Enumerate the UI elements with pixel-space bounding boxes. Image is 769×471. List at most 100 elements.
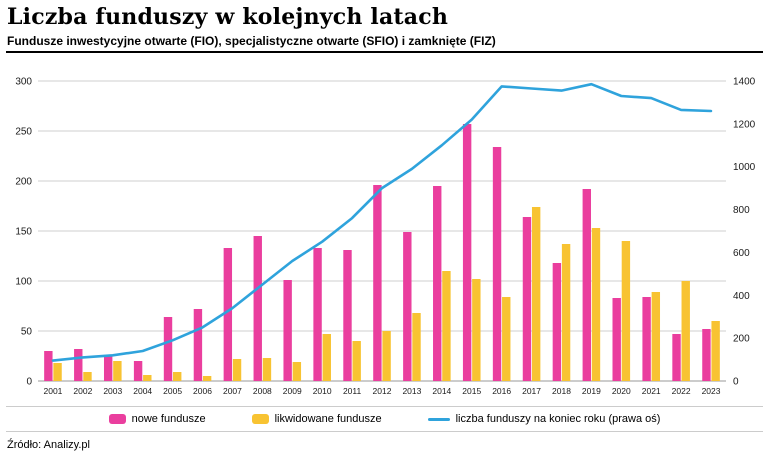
- bar-new-funds: [492, 147, 502, 381]
- bar-liquidated-funds: [322, 334, 331, 381]
- bar-new-funds: [133, 361, 143, 381]
- x-axis-label: 2011: [343, 386, 362, 396]
- line-total-funds: [51, 82, 713, 362]
- y-axis-right-label: 0: [733, 377, 739, 388]
- legend-label-new-funds: nowe fundusze: [131, 413, 206, 425]
- legend-swatch-new-funds-icon: [108, 414, 126, 424]
- bar-new-funds: [462, 124, 472, 381]
- legend-label-total-funds-line: liczba funduszy na koniec roku (prawa oś…: [455, 413, 661, 425]
- legend-item-new-funds: nowe fundusze: [108, 413, 206, 425]
- bar-new-funds: [642, 297, 651, 381]
- x-axis-label: 2010: [313, 386, 332, 396]
- y-axis-right-label: 1200: [733, 119, 756, 130]
- bar-new-funds: [403, 232, 412, 381]
- bar-liquidated-funds: [53, 363, 62, 381]
- bar-new-funds: [223, 248, 233, 381]
- bar-new-funds: [163, 317, 173, 381]
- bar-liquidated-funds: [442, 271, 451, 381]
- bar-new-funds: [702, 329, 711, 381]
- x-axis-label: 2015: [462, 386, 481, 396]
- bar-liquidated-funds: [681, 281, 690, 381]
- y-axis-right-label: 1400: [733, 77, 756, 88]
- x-axis-label: 2020: [612, 386, 631, 396]
- x-axis-label: 2009: [283, 386, 302, 396]
- bar-new-funds: [612, 298, 621, 381]
- bar-new-funds: [103, 356, 113, 381]
- y-axis-left-label: 100: [15, 277, 32, 288]
- chart: 0 50 100 150 200 250 300 0 200 400 600 800 1000 1200 1…: [15, 77, 756, 397]
- legend-label-liquidated-funds: likwidowane fundusze: [274, 413, 382, 425]
- bar-liquidated-funds: [352, 341, 361, 381]
- y-axis-right-label: 400: [733, 291, 750, 302]
- x-axis-label: 2006: [193, 386, 212, 396]
- bar-new-funds: [522, 217, 532, 381]
- x-axis-label: 2002: [73, 386, 92, 396]
- bar-new-funds: [193, 309, 203, 381]
- y-axis-left-label: 200: [15, 177, 32, 188]
- page-title: Liczba funduszy w kolejnych latach: [7, 4, 449, 30]
- legend-item-liquidated-funds: likwidowane fundusze: [251, 413, 382, 425]
- x-axis-label: 2022: [672, 386, 691, 396]
- bar-liquidated-funds: [711, 321, 720, 381]
- legend-item-total-funds-line: liczba funduszy na koniec roku (prawa oś…: [427, 413, 661, 425]
- bar-liquidated-funds: [113, 361, 122, 381]
- bar-new-funds: [373, 185, 382, 381]
- x-axis-label: 2019: [582, 386, 601, 396]
- bar-liquidated-funds: [621, 241, 631, 381]
- legend: nowe fundusze likwidowane fundusze liczb…: [6, 406, 763, 432]
- legend-swatch-liquidated-funds-icon: [251, 414, 269, 424]
- bar-new-funds: [253, 236, 262, 381]
- y-axis-left-label: 0: [26, 377, 32, 388]
- x-axis-label: 2012: [373, 386, 392, 396]
- x-axis-label: 2007: [223, 386, 242, 396]
- page-subtitle: Fundusze inwestycyjne otwarte (FIO), spe…: [7, 34, 496, 48]
- y-axis-left-label: 300: [15, 77, 32, 88]
- bar-liquidated-funds: [262, 358, 272, 381]
- bar-new-funds: [44, 351, 53, 381]
- bar-liquidated-funds: [651, 292, 661, 381]
- y-axis-right-label: 800: [733, 205, 750, 216]
- bar-new-funds: [552, 263, 562, 381]
- bar-new-funds: [582, 189, 591, 381]
- bar-liquidated-funds: [472, 279, 481, 381]
- x-axis-label: 2023: [702, 386, 721, 396]
- bar-liquidated-funds: [502, 297, 511, 381]
- bar-new-funds: [74, 349, 83, 381]
- bar-liquidated-funds: [591, 228, 601, 381]
- x-axis-label: 2004: [133, 386, 152, 396]
- bar-liquidated-funds: [382, 331, 391, 381]
- x-axis-label: 2017: [522, 386, 541, 396]
- y-axis-left-label: 250: [15, 127, 32, 138]
- x-axis-label: 2003: [103, 386, 122, 396]
- x-axis-label: 2008: [253, 386, 272, 396]
- source-text: Źródło: Analizy.pl: [7, 439, 90, 451]
- x-axis-label: 2014: [432, 386, 451, 396]
- bar-liquidated-funds: [561, 244, 571, 381]
- bar-liquidated-funds: [202, 376, 212, 381]
- x-axis-label: 2001: [43, 386, 62, 396]
- bar-liquidated-funds: [412, 313, 421, 381]
- bar-new-funds: [313, 248, 322, 381]
- y-axis-right-label: 600: [733, 248, 750, 259]
- bar-liquidated-funds: [83, 372, 92, 381]
- x-axis-label: 2013: [402, 386, 421, 396]
- bar-new-funds: [283, 280, 292, 381]
- bar-new-funds: [433, 186, 442, 381]
- y-axis-right-label: 200: [733, 334, 750, 345]
- x-axis-label: 2016: [492, 386, 511, 396]
- y-axis-left-label: 50: [21, 327, 33, 338]
- y-axis-right-label: 1000: [733, 162, 756, 173]
- bar-liquidated-funds: [292, 362, 302, 381]
- bar-new-funds: [672, 334, 681, 381]
- y-axis-left-label: 150: [15, 227, 32, 238]
- bar-liquidated-funds: [143, 375, 152, 381]
- x-axis-label: 2018: [552, 386, 571, 396]
- title-divider: [6, 51, 763, 53]
- x-axis-label: 2005: [163, 386, 182, 396]
- bar-liquidated-funds: [232, 359, 242, 381]
- x-axis-label: 2021: [642, 386, 661, 396]
- bar-liquidated-funds: [173, 372, 182, 381]
- legend-swatch-line-icon: [427, 417, 450, 421]
- bar-liquidated-funds: [531, 207, 541, 381]
